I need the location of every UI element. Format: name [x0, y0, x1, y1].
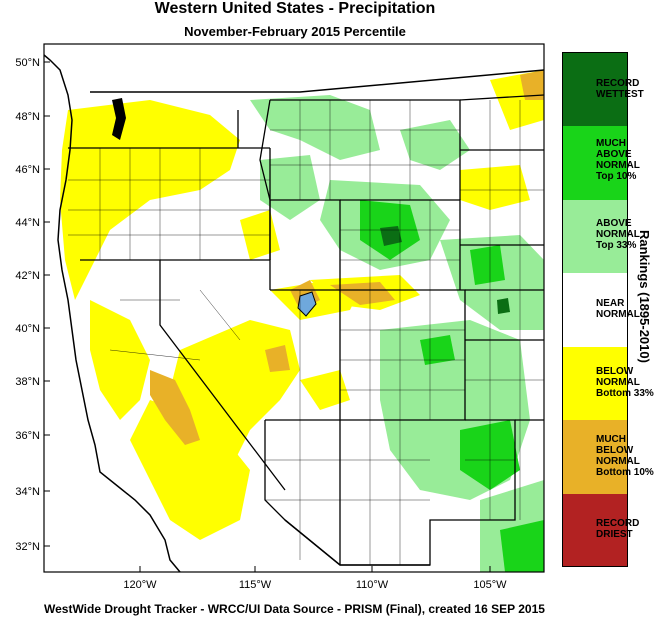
legend-label: MUCH BELOW NORMAL Bottom 10% — [596, 434, 654, 478]
legend-label: RECORD WETTEST — [596, 78, 644, 100]
map-content — [44, 44, 544, 572]
legend-label: RECORD DRIEST — [596, 518, 640, 540]
legend-swatch — [563, 126, 627, 200]
coastline — [44, 54, 181, 572]
much-below-regions — [150, 70, 544, 445]
legend-swatch — [563, 273, 627, 347]
lon-label: 120°W — [123, 579, 157, 591]
lon-ticks — [139, 566, 491, 572]
legend-swatch — [563, 200, 627, 273]
above-normal-regions — [250, 95, 544, 572]
below-normal-regions — [60, 70, 544, 540]
lat-label: 38°N — [15, 376, 40, 388]
record-wettest-regions — [380, 226, 510, 314]
county-borders — [68, 100, 544, 565]
legend-colorbar — [562, 52, 628, 567]
puget-sound — [112, 98, 126, 140]
lat-label: 46°N — [15, 164, 40, 176]
lon-label: 105°W — [473, 579, 507, 591]
lat-label: 42°N — [15, 270, 40, 282]
legend-label: NEAR NORMAL — [596, 298, 640, 320]
legend-label: BELOW NORMAL Bottom 33% — [596, 366, 654, 399]
legend-label: MUCH ABOVE NORMAL Top 10% — [596, 138, 640, 182]
legend-label: ABOVE NORMAL Top 33% — [596, 218, 640, 251]
legend-swatch — [563, 347, 627, 420]
great-salt-lake — [297, 291, 317, 317]
footer-credit: WestWide Drought Tracker - WRCC/UI Data … — [44, 602, 545, 616]
lat-label: 40°N — [15, 323, 40, 335]
lat-label: 34°N — [15, 486, 40, 498]
lat-label: 36°N — [15, 430, 40, 442]
lat-label: 44°N — [15, 217, 40, 229]
lat-label: 32°N — [15, 541, 40, 553]
latitude-labels: 50°N 48°N 46°N 44°N 42°N 40°N 38°N 36°N … — [15, 57, 40, 553]
lat-ticks — [44, 61, 50, 547]
legend-swatch — [563, 53, 627, 126]
lat-label: 48°N — [15, 111, 40, 123]
chart-subtitle: November-February 2015 Percentile — [184, 24, 406, 39]
map-frame — [43, 43, 545, 573]
legend-swatch — [563, 420, 627, 494]
international-border — [90, 69, 544, 566]
chart-title: Western United States - Precipitation — [154, 0, 436, 17]
lon-label: 115°W — [239, 579, 272, 591]
lon-label: 110°W — [356, 579, 389, 591]
legend-title: Rankings (1895-2010) — [637, 230, 652, 363]
longitude-labels: 120°W 115°W 110°W 105°W — [123, 579, 507, 591]
legend-swatch — [563, 494, 627, 566]
lat-label: 50°N — [15, 57, 40, 69]
